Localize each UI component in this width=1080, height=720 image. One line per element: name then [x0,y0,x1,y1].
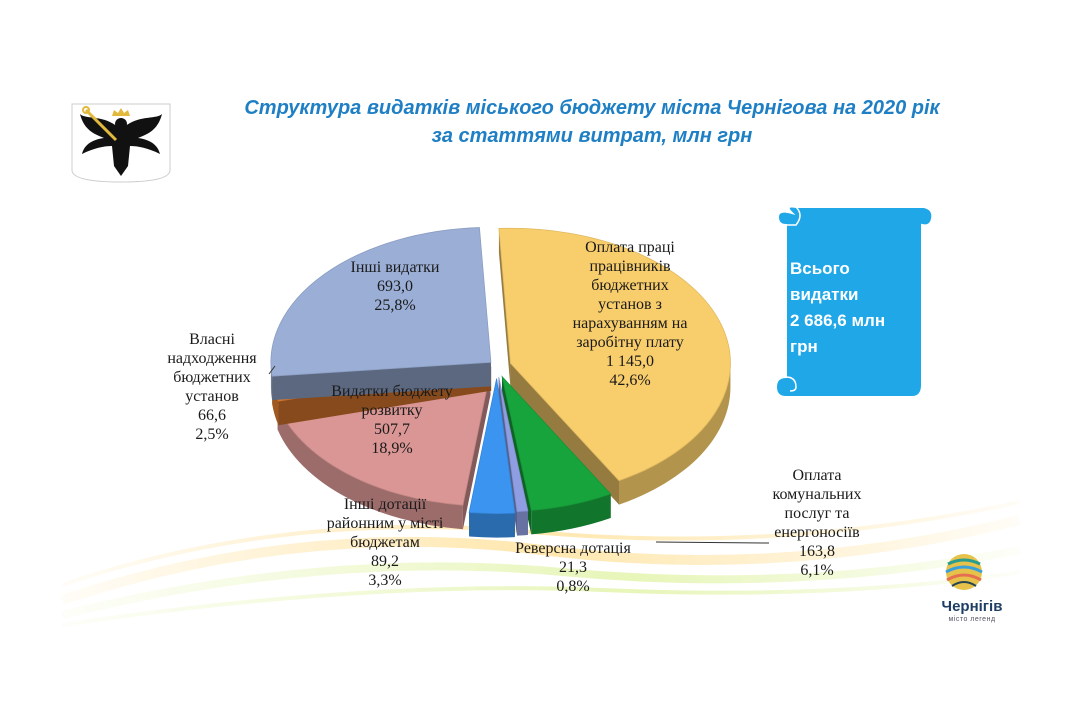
slice-label-wages-line: установ з [598,296,662,313]
slice-label-utilities-line: енергоносіїв [774,524,860,541]
pie-slice-side-reverse [517,510,528,536]
pie-slice-side-district [469,512,515,538]
pie-slice-wall-other [272,362,491,401]
pie-slice-top-district [468,378,516,514]
city-logo-tagline: місто легенд [948,616,996,623]
slice-label-development: Видатки бюджету розвитку 507,7 18,9% [312,382,472,458]
slice-label-district-line: Інші дотації [343,496,427,513]
slice-label-district-line: районним у місті [326,515,444,532]
slice-label-reverse: Реверсна дотація 21,3 0,8% [498,539,648,596]
slice-label-development-percent: 18,9% [371,440,413,457]
slice-label-own-revenue-value: 66,6 [198,407,226,424]
slice-label-utilities-line: послуг та [784,505,850,522]
slice-label-own-revenue-percent: 2,5% [195,426,229,443]
slice-label-development-value: 507,7 [374,421,410,438]
slice-label-development-line: розвитку [361,402,423,419]
pie-slice-wall-wages [510,363,620,505]
leader-line-utilities [655,541,770,544]
pie-slice-district [468,378,516,538]
slice-label-utilities: Оплата комунальних послуг та енергоносії… [742,466,892,580]
pie-slice-top-utilities [501,375,612,511]
pie-slice-wall-development [462,371,491,530]
slice-label-utilities-line: комунальних [772,486,862,503]
slice-label-reverse-line: Реверсна дотація [515,540,631,557]
slice-label-wages-line: бюджетних [591,277,669,294]
pie-slice-top-reverse [498,377,529,513]
slice-label-utilities-value: 163,8 [799,543,835,560]
slice-label-development-line: Видатки бюджету [331,383,453,400]
city-logo-icon [945,554,983,590]
pie-slice-side-utilities [531,494,611,535]
slice-label-wages-line: працівників [589,258,671,275]
total-scroll-banner [774,205,934,398]
total-line: видатки [790,285,859,304]
slice-label-wages-percent: 42,6% [609,372,651,389]
total-line: Всього [790,259,850,278]
pie-chart [62,227,1020,627]
slice-label-own-revenue: Власні надходження бюджетних установ 66,… [152,330,272,444]
city-logo-name: Чернігів [941,598,1003,615]
slice-label-wages-line: нарахуванням на [572,315,688,332]
slice-label-reverse-value: 21,3 [559,559,587,576]
slice-label-other-percent: 25,8% [374,297,416,314]
slice-label-reverse-percent: 0,8% [556,578,590,595]
slice-label-district-line: бюджетам [350,534,420,551]
slice-label-district-value: 89,2 [371,553,399,570]
slice-label-own-revenue-line: Власні [189,331,235,348]
pie-slice-side-development [277,405,463,530]
leader-lines [268,365,770,544]
slice-label-utilities-percent: 6,1% [800,562,834,579]
total-unit: грн [790,337,818,356]
slice-label-utilities-line: Оплата [792,467,842,484]
slice-label-own-revenue-line: бюджетних [173,369,251,386]
total-value: 2 686,6 млн [790,311,886,330]
pie-slice-other [270,227,492,401]
pie-slice-wages [498,227,731,505]
leader-line-own-revenue [268,365,276,375]
slide: Структура видатків міського бюджету міст… [62,80,1020,628]
slice-label-wages: Оплата праці працівників бюджетних устан… [540,238,720,390]
chart-title-line-2: за статтями витрат, млн грн [431,125,753,147]
pie-slice-top-other [270,227,492,377]
slice-label-own-revenue-line: установ [185,388,239,405]
chart-title-line-1: Структура видатків міського бюджету міст… [244,97,940,119]
slice-label-wages-line: Оплата праці [585,239,675,256]
pie-slice-wall-wages [498,228,511,388]
slice-label-other-line: Інші видатки [350,259,440,276]
chart-title: Структура видатків міського бюджету міст… [222,94,962,150]
slice-label-wages-value: 1 145,0 [606,353,654,370]
total-expenditure: Всього видатки 2 686,6 млн грн [790,256,920,360]
slice-label-district: Інші дотації районним у місті бюджетам 8… [310,495,460,590]
pie-slice-top-wages [498,227,731,482]
slice-label-own-revenue-line: надходження [167,350,257,367]
slice-label-wages-line: заробітну плату [576,334,684,351]
slice-label-other-value: 693,0 [377,278,413,295]
slice-label-district-percent: 3,3% [368,572,402,589]
slice-label-other: Інші видатки 693,0 25,8% [320,258,470,315]
coat-of-arms-icon [71,103,171,183]
